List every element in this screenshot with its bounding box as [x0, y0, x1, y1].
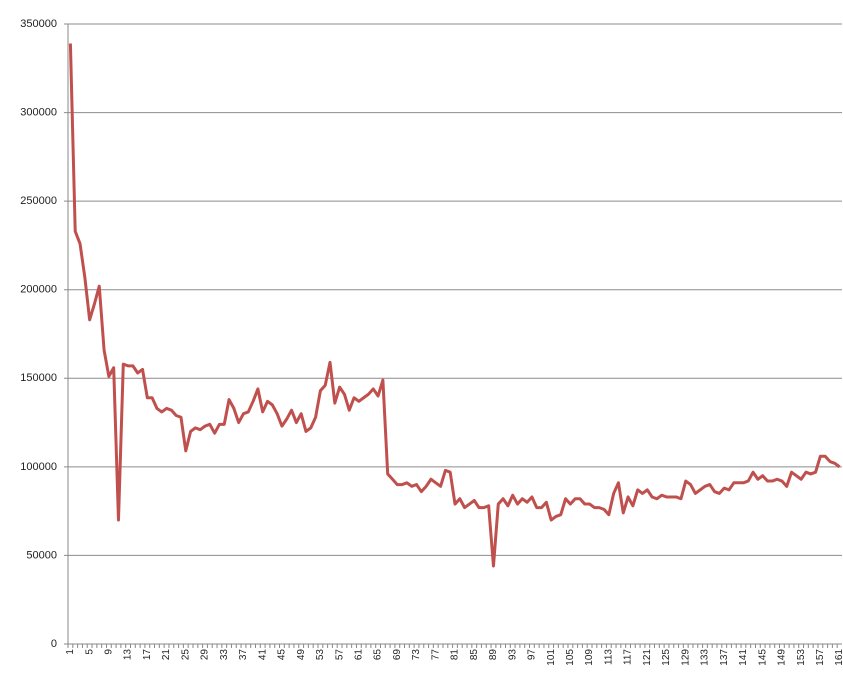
x-tick-label: 105	[565, 649, 576, 666]
y-tick-label: 100000	[20, 461, 57, 473]
x-tick-label: 161	[834, 649, 843, 666]
x-tick-label: 89	[488, 649, 499, 661]
x-tick-label: 21	[161, 649, 172, 661]
y-tick-label: 50000	[26, 549, 57, 561]
x-tick-label: 129	[680, 649, 691, 666]
x-tick-label: 49	[296, 649, 307, 661]
x-tick-label: 153	[796, 649, 807, 666]
x-tick-label: 137	[719, 649, 730, 666]
y-tick-label: 250000	[20, 195, 57, 207]
x-tick-label: 25	[180, 649, 191, 661]
x-tick-label: 145	[757, 649, 768, 666]
x-tick-label: 81	[450, 649, 461, 661]
x-tick-label: 1	[65, 649, 76, 655]
x-tick-label: 33	[219, 649, 230, 661]
x-tick-label: 5	[84, 649, 95, 655]
x-tick-label: 73	[411, 649, 422, 661]
x-tick-label: 125	[661, 649, 672, 666]
x-tick-label: 53	[315, 649, 326, 661]
x-tick-label: 37	[238, 649, 249, 661]
y-tick-label: 350000	[20, 18, 57, 30]
y-tick-label: 300000	[20, 106, 57, 118]
x-tick-label: 13	[123, 649, 134, 661]
y-tick-label: 0	[51, 638, 57, 650]
x-tick-label: 121	[642, 649, 653, 666]
x-tick-label: 61	[353, 649, 364, 661]
x-tick-label: 157	[815, 649, 826, 666]
x-tick-label: 109	[584, 649, 595, 666]
x-tick-label: 141	[738, 649, 749, 666]
x-tick-label: 97	[527, 649, 538, 661]
x-tick-label: 85	[469, 649, 480, 661]
x-tick-label: 133	[700, 649, 711, 666]
x-tick-label: 65	[373, 649, 384, 661]
x-tick-label: 101	[546, 649, 557, 666]
x-tick-label: 57	[334, 649, 345, 661]
x-tick-label: 9	[104, 649, 115, 655]
x-tick-label: 17	[142, 649, 153, 661]
data-line	[68, 43, 841, 568]
x-tick-label: 77	[430, 649, 441, 661]
x-tick-label: 29	[200, 649, 211, 661]
x-tick-label: 93	[507, 649, 518, 661]
y-tick-label: 150000	[20, 372, 57, 384]
x-tick-label: 149	[777, 649, 788, 666]
y-tick-label: 200000	[20, 284, 57, 296]
x-tick-label: 113	[603, 649, 614, 665]
x-tick-label: 45	[277, 649, 288, 661]
x-tick-label: 69	[392, 649, 403, 661]
x-tick-label: 41	[257, 649, 268, 661]
x-tick-label: 117	[623, 649, 634, 665]
